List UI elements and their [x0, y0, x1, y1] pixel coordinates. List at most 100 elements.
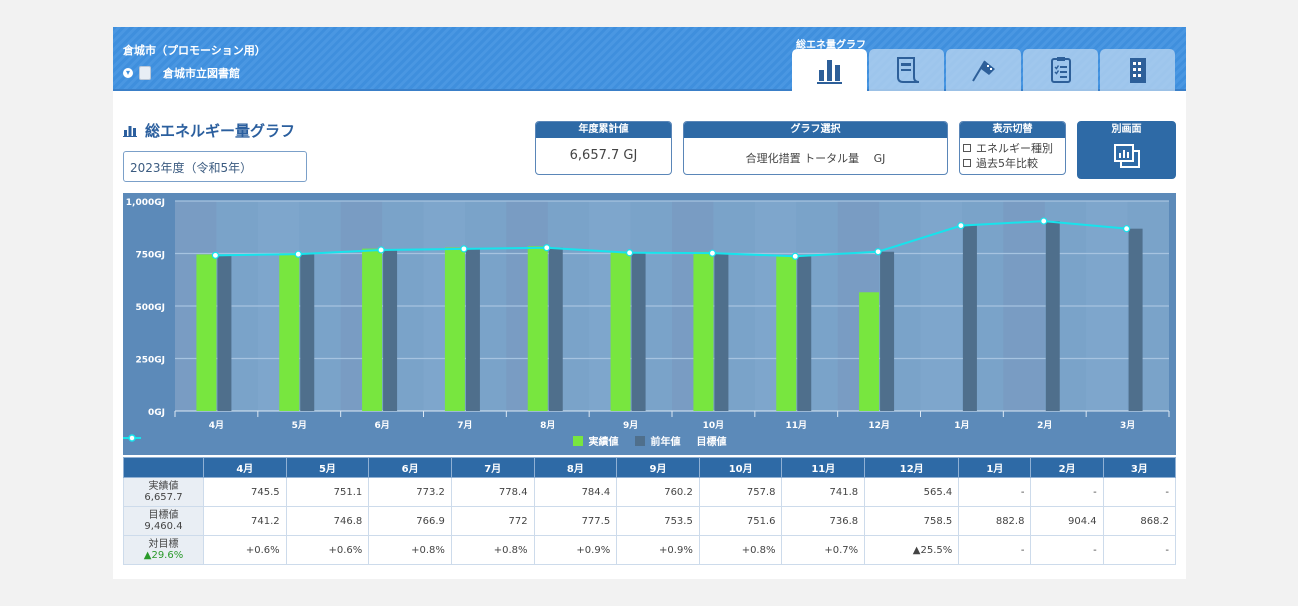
target-point — [625, 249, 634, 257]
table-cell: 772 — [450, 506, 535, 536]
table-cell: 882.8 — [958, 506, 1032, 536]
bar-actual — [859, 292, 880, 411]
bar-previous — [631, 252, 646, 411]
table-cell: 868.2 — [1102, 506, 1177, 536]
table-cell: - — [958, 535, 1032, 565]
bar-actual — [279, 253, 300, 411]
bar-previous — [797, 256, 812, 411]
legend-target-label: 目標値 — [696, 437, 727, 448]
x-tick-label: 7月 — [457, 420, 472, 431]
x-tick-label: 10月 — [703, 420, 725, 431]
bar-previous — [548, 247, 563, 411]
table-cell: 751.6 — [698, 506, 783, 536]
tab-energy-graph[interactable] — [792, 49, 867, 91]
checkbox-energy-type[interactable] — [963, 144, 971, 152]
x-tick-label: 6月 — [374, 420, 389, 431]
page-title-text: 総エネルギー量グラフ — [145, 122, 296, 140]
x-tick-label: 1月 — [954, 420, 969, 431]
bar-actual — [444, 247, 465, 411]
chevron-down-icon[interactable]: ▾ — [123, 68, 133, 78]
table-cell: - — [1102, 477, 1177, 507]
table-cell: 741.2 — [203, 506, 287, 536]
annual-total-panel: 年度累計値 6,657.7 GJ — [535, 121, 672, 175]
table-cell: 753.5 — [616, 506, 700, 536]
legend-target-swatch — [123, 434, 141, 442]
fiscal-year-select[interactable]: 2023年度（令和5年） — [123, 151, 307, 182]
bar-actual — [693, 251, 714, 411]
table-cell: - — [1030, 477, 1104, 507]
building-icon — [1129, 58, 1146, 83]
bar-chart-icon — [123, 125, 137, 137]
x-tick-label: 9月 — [623, 420, 638, 431]
tab-checklist[interactable] — [1023, 49, 1098, 91]
target-point — [957, 222, 965, 230]
row-header: 対目標 ▲29.6% — [123, 535, 204, 565]
table-cell: +0.6% — [285, 535, 370, 565]
energy-chart: 0GJ 250GJ 500GJ 750GJ 1,000GJ 4月 5月 6月 7月 8月 9月 10月… — [123, 193, 1176, 455]
toggle-energy-type-label: エネルギー種別 — [976, 142, 1053, 155]
legend-target[interactable]: 目標値 — [123, 433, 727, 448]
toggle-past-5-years-label: 過去5年比較 — [976, 157, 1038, 170]
row-header: 目標値 9,460.4 — [123, 506, 204, 536]
legend-previous[interactable]: 前年値 — [634, 433, 681, 448]
chart-legend: 実績値 前年値 目標値 — [123, 433, 1176, 448]
page-title: 総エネルギー量グラフ — [123, 120, 295, 141]
graph-select-label: グラフ選択 — [684, 122, 947, 138]
bar-actual — [196, 254, 217, 411]
checkbox-past-5-years[interactable] — [963, 159, 971, 167]
checkered-flag-icon — [971, 60, 995, 82]
y-tick-label: 500GJ — [135, 303, 165, 313]
legend-actual[interactable]: 実績値 — [572, 433, 619, 448]
tab-building[interactable] — [1100, 49, 1175, 91]
bar-previous — [465, 248, 480, 411]
bar-actual — [527, 246, 548, 411]
table-cell: - — [1102, 535, 1177, 565]
table-col-header: 7月 — [450, 457, 535, 478]
nav-tabs — [792, 49, 1175, 91]
table-cell: 565.4 — [864, 477, 960, 507]
table-cell: +0.8% — [368, 535, 452, 565]
x-tick-label: 11月 — [785, 420, 807, 431]
bar-actual — [610, 251, 631, 411]
y-tick-label: 0GJ — [148, 408, 165, 418]
bar-chart-icon — [816, 60, 842, 84]
table-col-header: 3月 — [1102, 457, 1177, 478]
bar-previous — [217, 255, 232, 411]
x-tick-label: 4月 — [209, 420, 224, 431]
table-header-row: 4月 5月 6月 7月 8月 9月 10月 11月 12月 1月 2月 3月 — [123, 457, 1177, 478]
target-point — [543, 244, 551, 252]
tab-report[interactable] — [869, 49, 944, 91]
bar-previous — [880, 251, 895, 411]
target-point — [1122, 225, 1131, 233]
y-tick-label: 250GJ — [135, 356, 165, 366]
table-cell: 760.2 — [616, 477, 700, 507]
table-cell: 777.5 — [533, 506, 618, 536]
bar-actual — [776, 255, 797, 411]
legend-actual-label: 実績値 — [588, 437, 619, 448]
target-point — [1040, 217, 1048, 225]
tab-goal[interactable] — [946, 49, 1021, 91]
table-cell: +0.8% — [698, 535, 783, 565]
header: 倉城市（プロモーション用） ▾ 倉城市立図書館 総エネ量グラフ — [113, 27, 1186, 91]
table-col-header: 5月 — [285, 457, 370, 478]
active-tab-caption: 総エネ量グラフ — [796, 40, 866, 51]
toggle-past-5-years[interactable]: 過去5年比較 — [963, 156, 1062, 171]
row-total: ▲29.6% — [143, 550, 184, 561]
toggle-energy-type[interactable]: エネルギー種別 — [963, 141, 1062, 156]
open-new-window-button[interactable]: 別画面 — [1077, 121, 1176, 179]
table-cell: 757.8 — [698, 477, 783, 507]
facility-selector[interactable]: ▾ 倉城市立図書館 — [123, 65, 240, 81]
clipboard-checklist-icon — [1050, 57, 1071, 83]
table-cell: +0.8% — [450, 535, 535, 565]
table-cell: 778.4 — [450, 477, 535, 507]
table-col-header: 11月 — [781, 457, 866, 478]
graph-select-value[interactable]: 合理化措置 トータル量 GJ — [745, 152, 886, 165]
target-point — [294, 250, 302, 258]
graph-select-panel[interactable]: グラフ選択 合理化措置 トータル量 GJ — [683, 121, 948, 175]
receipt-icon — [896, 57, 919, 83]
display-toggle-label: 表示切替 — [960, 122, 1065, 138]
row-label: 目標値 — [148, 510, 179, 521]
table-cell: +0.9% — [616, 535, 700, 565]
table-col-header: 9月 — [616, 457, 700, 478]
bar-previous — [962, 225, 977, 411]
